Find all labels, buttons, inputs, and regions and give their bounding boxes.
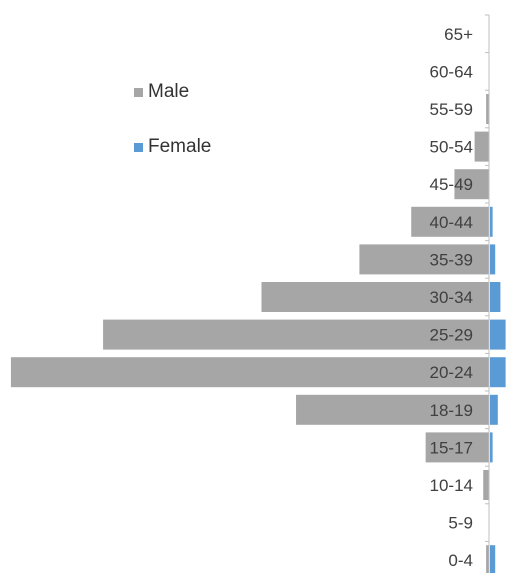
bar-female-20-24 — [490, 357, 506, 388]
category-label-55-59: 55-59 — [430, 100, 473, 119]
bar-male-20-24 — [10, 357, 489, 388]
bar-female-35-39 — [490, 244, 496, 275]
category-label-45-49: 45-49 — [430, 175, 473, 194]
legend-label-male: Male — [148, 81, 190, 102]
bar-male-40-44 — [411, 206, 489, 237]
legend-swatch-female — [134, 142, 143, 152]
bar-male-15-17 — [425, 432, 489, 463]
bar-female-25-29 — [490, 319, 506, 350]
bar-male-55-59 — [486, 94, 489, 124]
bar-male-25-29 — [103, 319, 489, 350]
category-label-30-34: 30-34 — [430, 288, 473, 307]
bar-male-45-49 — [454, 169, 489, 200]
category-label-25-29: 25-29 — [430, 326, 473, 345]
bar-male-50-54 — [474, 131, 489, 162]
category-label-20-24: 20-24 — [430, 363, 473, 382]
category-label-10-14: 10-14 — [430, 476, 473, 495]
legend-item-male: Male — [134, 81, 189, 103]
bar-female-40-44 — [490, 206, 493, 237]
category-label-65+: 65+ — [444, 25, 473, 44]
legend-swatch-male — [134, 87, 143, 97]
bar-female-18-19 — [490, 394, 498, 425]
bar-male-18-19 — [296, 394, 489, 425]
bar-male-10-14 — [483, 470, 489, 500]
category-label-5-9: 5-9 — [448, 514, 473, 533]
bar-female-15-17 — [490, 432, 493, 463]
category-label-0-4: 0-4 — [448, 551, 473, 570]
legend-item-female: Female — [134, 136, 211, 158]
category-label-40-44: 40-44 — [430, 213, 473, 232]
category-label-35-39: 35-39 — [430, 250, 473, 269]
category-label-15-17: 15-17 — [430, 438, 473, 457]
bar-male-30-34 — [261, 282, 489, 312]
bar-male-35-39 — [359, 244, 489, 275]
category-label-18-19: 18-19 — [430, 401, 473, 420]
category-label-50-54: 50-54 — [430, 138, 473, 157]
bar-female-30-34 — [490, 282, 501, 312]
bar-female-0-4 — [490, 545, 496, 573]
category-label-60-64: 60-64 — [430, 62, 473, 81]
legend-label-female: Female — [148, 136, 212, 157]
bar-male-0-4 — [486, 545, 489, 573]
